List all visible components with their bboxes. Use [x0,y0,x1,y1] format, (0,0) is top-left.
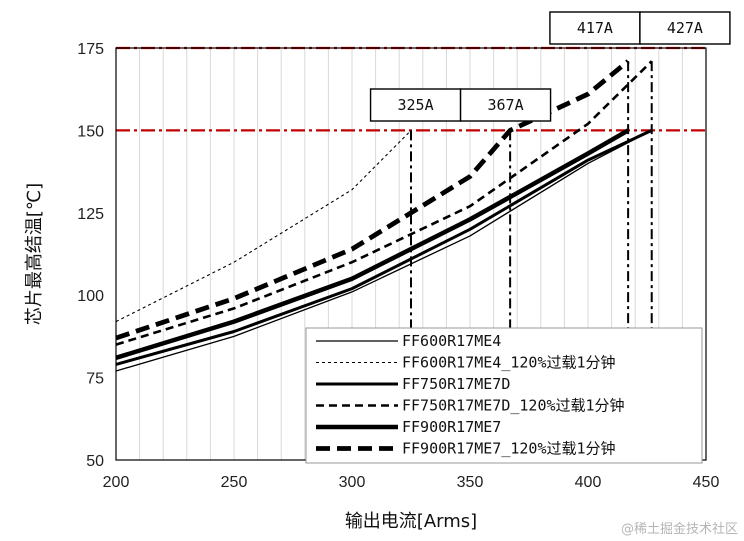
legend-label: FF600R17ME4_120%过载1分钟 [402,354,616,372]
legend-label: FF750R17ME7D_120%过载1分钟 [402,397,625,415]
annotation-box-325A [369,88,462,122]
legend-label: FF900R17ME7_120%过载1分钟 [402,440,616,458]
legend-box [305,327,703,464]
y-tick-label: 175 [77,41,104,58]
annotation-box-427A [639,11,731,45]
y-tick-label: 100 [77,288,104,305]
watermark: @稀土掘金技术社区 [621,521,738,537]
annotation-box-367A [459,88,552,122]
series-line-2 [115,130,412,323]
annotation-box-417A [549,11,641,45]
annotation-label-427A: 427A [667,19,703,37]
legend-label: FF900R17ME7 [402,418,501,436]
annotation-label-417A: 417A [577,19,613,37]
x-tick-label: 250 [221,474,248,491]
annotation-label-367A: 367A [487,96,523,114]
x-tick-label: 400 [575,474,602,491]
y-tick-label: 125 [77,206,104,223]
x-tick-label: 200 [103,474,130,491]
y-axis-label: 芯片最高结温[℃] [24,183,45,325]
y-tick-label: 50 [86,453,104,470]
y-tick-label: 75 [86,371,104,388]
x-tick-label: 350 [457,474,484,491]
x-tick-label: 450 [693,474,720,491]
series-line-6 [115,59,630,341]
tick-labels: 200 250 300 350 400 450 50 75 100 125 150 175 [77,41,719,491]
annotation-label-325A: 325A [397,96,433,114]
x-tick-label: 300 [339,474,366,491]
y-tick-label: 150 [77,123,104,140]
legend-label: FF750R17ME7D [402,375,510,393]
x-axis-label: 输出电流[Arms] [345,511,477,532]
legend-label: FF600R17ME4 [402,332,501,350]
series-line-4 [115,60,653,346]
series-line-5 [115,128,630,360]
legend: FF600R17ME4 FF600R17ME4_120%过载1分钟 FF750R17… [305,327,703,464]
